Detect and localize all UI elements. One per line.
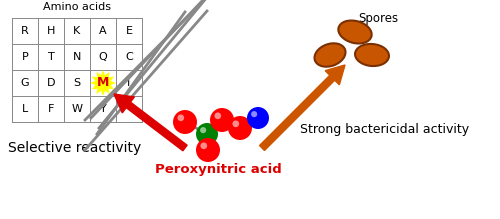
Circle shape: [247, 107, 269, 129]
Text: Strong bactericidal activity: Strong bactericidal activity: [300, 124, 469, 136]
Text: D: D: [47, 78, 55, 88]
Circle shape: [200, 142, 207, 149]
Text: W: W: [72, 104, 83, 114]
Text: Q: Q: [98, 52, 108, 62]
Polygon shape: [90, 70, 116, 96]
Circle shape: [196, 123, 218, 145]
Text: L: L: [22, 104, 28, 114]
Circle shape: [214, 112, 221, 119]
Text: P: P: [22, 52, 29, 62]
Text: E: E: [126, 26, 132, 36]
Text: G: G: [20, 78, 30, 88]
Text: N: N: [73, 52, 81, 62]
Circle shape: [232, 120, 239, 127]
Text: R: R: [21, 26, 29, 36]
Text: T: T: [48, 52, 54, 62]
Text: S: S: [74, 78, 80, 88]
Ellipse shape: [314, 43, 346, 67]
Text: F: F: [48, 104, 54, 114]
Text: H: H: [47, 26, 55, 36]
Circle shape: [173, 110, 197, 134]
Circle shape: [251, 111, 257, 117]
FancyArrow shape: [114, 94, 187, 151]
Text: Amino acids: Amino acids: [43, 2, 111, 12]
FancyArrow shape: [260, 65, 345, 150]
Text: Spores: Spores: [358, 12, 398, 25]
Ellipse shape: [338, 21, 372, 44]
Text: K: K: [74, 26, 80, 36]
Text: Peroxynitric acid: Peroxynitric acid: [154, 164, 282, 177]
Circle shape: [200, 127, 206, 133]
Text: Selective reactivity: Selective reactivity: [8, 141, 141, 155]
Circle shape: [178, 115, 184, 121]
Ellipse shape: [355, 44, 389, 66]
Text: C: C: [125, 52, 133, 62]
Circle shape: [228, 116, 252, 140]
Text: A: A: [99, 26, 107, 36]
Text: Y: Y: [100, 104, 106, 114]
Text: I: I: [128, 78, 130, 88]
Text: M: M: [97, 76, 109, 90]
Circle shape: [196, 138, 220, 162]
Circle shape: [210, 108, 234, 132]
